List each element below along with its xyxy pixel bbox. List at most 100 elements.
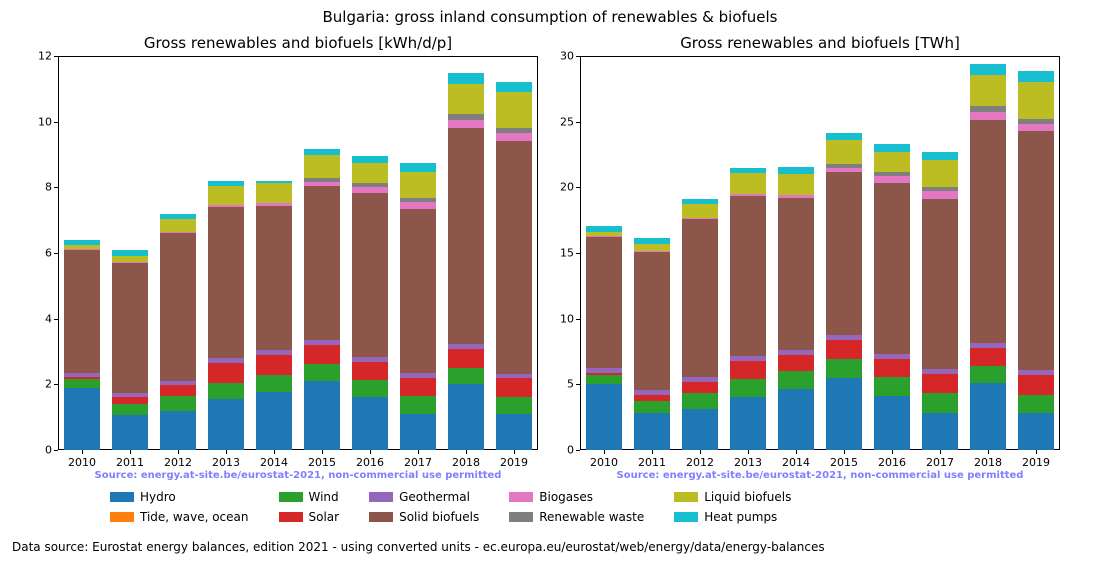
source-note-left: Source: energy.at-site.be/eurostat-2021,… <box>58 470 538 481</box>
bar-segment <box>730 356 766 361</box>
bar-segment <box>112 263 148 393</box>
legend-swatch <box>110 492 134 502</box>
bar-segment <box>874 377 910 396</box>
bar-segment <box>922 413 958 450</box>
bar-segment <box>970 366 1006 383</box>
bar-segment <box>970 343 1006 348</box>
ytick-label: 0 <box>45 444 52 457</box>
bar-segment <box>1018 375 1054 394</box>
bar-segment <box>682 218 718 219</box>
bar-segment <box>778 167 814 174</box>
bar-segment <box>208 358 244 363</box>
bar-segment <box>730 196 766 356</box>
ytick-label: 30 <box>560 50 574 63</box>
bar-segment <box>778 195 814 198</box>
bar-segment <box>448 73 484 84</box>
xtick <box>226 450 227 454</box>
xtick <box>748 450 749 454</box>
legend-label: Solar <box>309 510 340 524</box>
bar-segment <box>826 133 862 140</box>
bar-segment <box>352 362 388 380</box>
bar-segment <box>112 256 148 263</box>
legend-item: Heat pumps <box>674 508 791 526</box>
xtick <box>700 450 701 454</box>
bar-segment <box>586 236 622 237</box>
bar-segment <box>448 384 484 450</box>
bar-segment <box>586 384 622 450</box>
ytick <box>576 450 580 451</box>
xtick <box>370 450 371 454</box>
bar-segment <box>304 364 340 381</box>
bar-segment <box>208 399 244 450</box>
bar-segment <box>448 114 484 121</box>
bar-segment <box>112 262 148 263</box>
xtick <box>322 450 323 454</box>
xtick <box>892 450 893 454</box>
xtick-label: 2016 <box>878 456 906 469</box>
bar-segment <box>160 396 196 411</box>
bar-segment <box>826 359 862 378</box>
bar-segment <box>400 378 436 396</box>
bar-segment <box>730 194 766 196</box>
bar-group <box>778 56 814 450</box>
legend-item: Biogases <box>509 488 644 506</box>
ytick <box>54 253 58 254</box>
bar-segment <box>874 183 910 354</box>
ytick <box>54 56 58 57</box>
bar-segment <box>586 368 622 373</box>
bar-segment <box>1018 413 1054 450</box>
bar-segment <box>496 378 532 397</box>
figure: Bulgaria: gross inland consumption of re… <box>0 0 1100 572</box>
bar-group <box>448 56 484 450</box>
bar-segment <box>160 385 196 396</box>
bar-segment <box>112 415 148 450</box>
bar-segment <box>970 75 1006 105</box>
bar-segment <box>826 172 862 335</box>
bar-segment <box>208 181 244 186</box>
bar-segment <box>970 120 1006 343</box>
bar-segment <box>496 133 532 140</box>
legend-item: Geothermal <box>369 488 479 506</box>
bar-segment <box>586 237 622 368</box>
xtick-label: 2013 <box>212 456 240 469</box>
bar-segment <box>496 92 532 128</box>
bar-segment <box>922 152 958 161</box>
legend-item: Renewable waste <box>509 508 644 526</box>
ytick-label: 8 <box>45 181 52 194</box>
bar-segment <box>634 238 670 244</box>
xtick <box>274 450 275 454</box>
bar-group <box>1018 56 1054 450</box>
bar-segment <box>352 193 388 357</box>
bar-group <box>160 56 196 450</box>
axis-spine <box>58 56 59 450</box>
panel-right: 0510152025302010201120122013201420152016… <box>580 56 1060 450</box>
bar-segment <box>634 401 670 412</box>
bar-segment <box>922 393 958 413</box>
xtick-label: 2017 <box>926 456 954 469</box>
legend: HydroWindGeothermalBiogasesLiquid biofue… <box>110 488 1060 526</box>
bar-segment <box>352 183 388 187</box>
xtick-label: 2012 <box>686 456 714 469</box>
axis-spine <box>1059 56 1060 450</box>
bar-segment <box>826 164 862 168</box>
ytick <box>54 319 58 320</box>
xtick <box>514 450 515 454</box>
bar-segment <box>586 373 622 375</box>
bar-segment <box>64 377 100 379</box>
bar-segment <box>400 209 436 373</box>
bar-segment <box>682 219 718 377</box>
bar-segment <box>826 378 862 450</box>
legend-label: Liquid biofuels <box>704 490 791 504</box>
bar-segment <box>1018 82 1054 119</box>
bar-segment <box>1018 131 1054 370</box>
bar-segment <box>634 251 670 252</box>
bar-segment <box>730 168 766 173</box>
bar-segment <box>682 409 718 450</box>
xtick <box>844 450 845 454</box>
bar-segment <box>1018 395 1054 413</box>
bar-segment <box>400 202 436 209</box>
bar-group <box>874 56 910 450</box>
legend-swatch <box>369 492 393 502</box>
bar-segment <box>778 174 814 195</box>
ytick-label: 5 <box>567 378 574 391</box>
